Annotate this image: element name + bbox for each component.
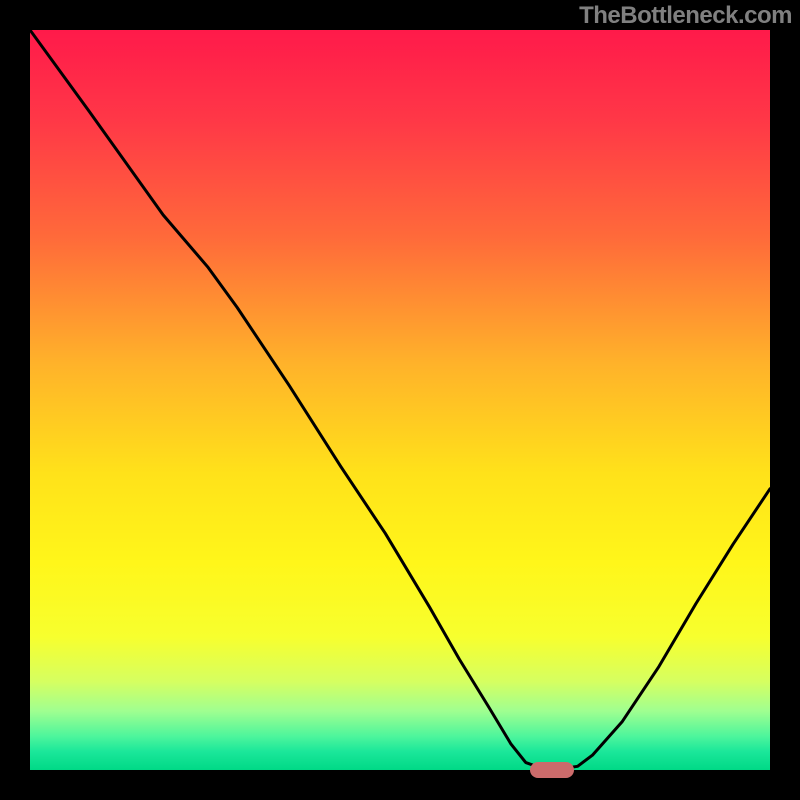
chart-frame: TheBottleneck.com <box>0 0 800 800</box>
plot-svg <box>30 30 770 770</box>
gradient-background <box>30 30 770 770</box>
watermark-text: TheBottleneck.com <box>579 2 792 30</box>
optimal-point-marker <box>530 762 574 778</box>
plot-area <box>30 30 770 770</box>
